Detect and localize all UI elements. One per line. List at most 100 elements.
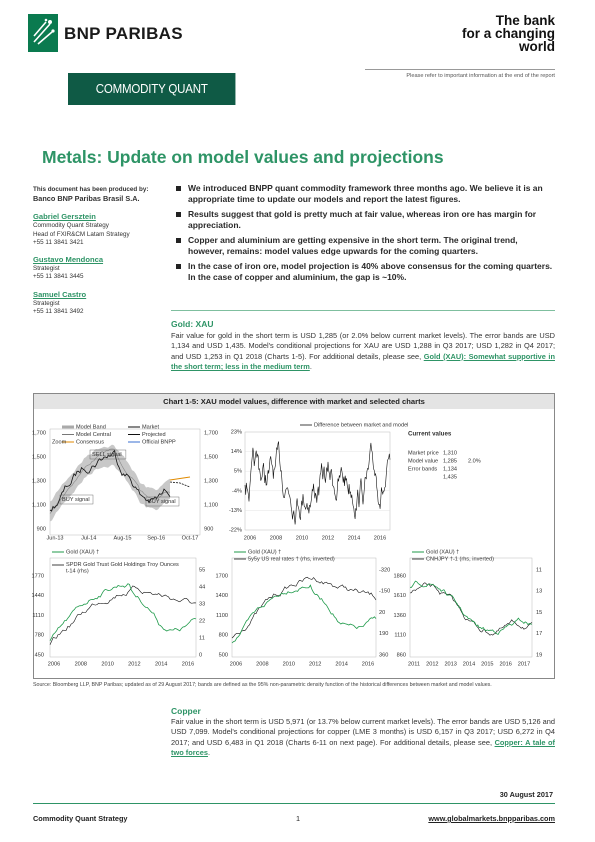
x-tick-label: 2016 bbox=[362, 661, 374, 667]
y-tick-label: -4% bbox=[232, 488, 242, 494]
y-tick-label: 860 bbox=[397, 652, 406, 658]
y-tick-label: 11 bbox=[199, 635, 205, 641]
secondary-line bbox=[409, 582, 533, 636]
legend-label: 5y5y US real rates † (rhs, inverted) bbox=[248, 556, 335, 562]
author-name: Samuel Castro bbox=[33, 289, 87, 299]
y-tick-label: 1860 bbox=[394, 573, 406, 579]
y-tick-label: 900 bbox=[204, 526, 213, 532]
author-line: Commodity Quant Strategy bbox=[33, 222, 109, 230]
brand: BNP PARIBAS bbox=[64, 24, 183, 43]
annotation: BUY signal bbox=[62, 497, 90, 503]
table-cell: Model value bbox=[408, 458, 438, 464]
section-heading: Copper bbox=[171, 706, 201, 716]
gold-line bbox=[231, 584, 377, 644]
x-tick-label: 2016 bbox=[499, 661, 511, 667]
bullet: Copper and aluminium are getting expensi… bbox=[176, 235, 556, 257]
bullets: We introduced BNPP quant commodity frame… bbox=[176, 183, 556, 287]
y-tick-label: 14% bbox=[231, 449, 242, 455]
author-line: +55 11 3841 3421 bbox=[33, 238, 84, 246]
charts: Model Band Market Model Central Projected Co… bbox=[32, 422, 543, 667]
footer-left: Commodity Quant Strategy bbox=[33, 814, 128, 823]
y-tick-label: 780 bbox=[35, 633, 44, 639]
author-name: Gustavo Mendonca bbox=[33, 255, 104, 265]
table-cell: 1,134 bbox=[443, 466, 457, 472]
table-cell: Error bands bbox=[408, 466, 437, 472]
y-tick-label: 1,100 bbox=[204, 502, 218, 508]
legend-label: Official BNPP bbox=[142, 439, 176, 445]
legend-label: Market bbox=[142, 424, 160, 430]
authors: Gabriel Gersztein Commodity Quant Strateg… bbox=[33, 212, 165, 316]
plot-frame bbox=[49, 428, 201, 536]
x-tick-label: 2006 bbox=[230, 661, 242, 667]
annotation-line: BUY signal bbox=[62, 497, 90, 503]
table-cell: 1,435 bbox=[443, 474, 457, 480]
tagline: for a changing bbox=[461, 26, 555, 41]
x-tick-label: 2012 bbox=[322, 535, 334, 541]
y-tick-label: 1,300 bbox=[204, 478, 218, 484]
institution: Banco BNP Paribas Brasil S.A. bbox=[33, 194, 140, 204]
x-tick-label: 2016 bbox=[182, 661, 194, 667]
text: Fair value in the short term is USD 5,97… bbox=[171, 717, 555, 747]
text: . bbox=[309, 362, 312, 372]
x-tick-label: 2008 bbox=[256, 661, 268, 667]
x-tick-label: 2012 bbox=[426, 661, 438, 667]
y-tick-label: 1440 bbox=[32, 593, 44, 599]
author-line: Head of FXIR&CM Latam Strategy bbox=[33, 230, 130, 238]
legend-label: Gold (XAU) † bbox=[66, 549, 99, 555]
y-tick-label: 1610 bbox=[394, 593, 406, 599]
y-tick-label: 44 bbox=[199, 584, 205, 590]
legend-label: Consensus bbox=[76, 439, 104, 445]
y-tick-label: 800 bbox=[219, 633, 228, 639]
table-title: Current values bbox=[408, 431, 452, 438]
market-line bbox=[49, 449, 171, 512]
author-line: Strategist bbox=[33, 299, 60, 307]
chart-box-title: Chart 1-5: XAU model values, difference … bbox=[34, 394, 554, 409]
y-tick-label: -22% bbox=[229, 527, 242, 533]
paragraph: Fair value in the short term is USD 5,97… bbox=[171, 717, 555, 759]
y-tick-label: 500 bbox=[219, 652, 228, 658]
y-tick-label: 1110 bbox=[32, 613, 44, 619]
bullet: In the case of iron ore, model projectio… bbox=[176, 261, 556, 283]
x-tick-label: 2014 bbox=[348, 535, 360, 541]
footer-url[interactable]: www.globalmarkets.bnpparibas.com bbox=[428, 814, 555, 823]
tagline: world bbox=[519, 39, 555, 54]
plot-frame bbox=[49, 557, 197, 658]
annotation: SELL signal bbox=[92, 452, 122, 458]
zoom-label: Zoom bbox=[52, 439, 67, 445]
plot-frame bbox=[231, 557, 377, 658]
bullet: Results suggest that gold is pretty much… bbox=[176, 209, 556, 231]
x-tick-label: 2017 bbox=[518, 661, 530, 667]
y-tick-label: 1,100 bbox=[32, 502, 46, 508]
x-tick-label: Sep-16 bbox=[147, 535, 165, 541]
annotation: BUY signal bbox=[148, 499, 176, 505]
table-cell: 2.0% bbox=[468, 458, 481, 464]
x-tick-label: 2014 bbox=[335, 661, 347, 667]
produced-by: This document has been produced by: bbox=[33, 186, 149, 193]
link[interactable]: Gold (XAU): Somewhat supportive in the s… bbox=[171, 351, 555, 372]
title: Metals: Update on model values and proje… bbox=[42, 147, 444, 167]
model-band bbox=[50, 444, 170, 522]
y-tick-label: 1,700 bbox=[204, 430, 218, 436]
bullet: We introduced BNPP quant commodity frame… bbox=[176, 183, 556, 205]
secondary-line bbox=[49, 585, 197, 645]
author-name: Gabriel Gersztein bbox=[33, 212, 96, 222]
link[interactable]: Copper: A tale of two forces bbox=[171, 737, 555, 758]
rule bbox=[365, 69, 555, 70]
legend-label: Model Band bbox=[76, 424, 106, 430]
y-tick-label: 1,500 bbox=[32, 454, 46, 460]
legend-label: SPDR Gold Trust Gold Holdings Troy Ounce… bbox=[66, 562, 179, 575]
y-tick-label: 1770 bbox=[32, 573, 44, 579]
plot-frame bbox=[409, 557, 533, 658]
projected bbox=[169, 481, 191, 488]
table-cell: 1,310 bbox=[443, 450, 457, 456]
tagline: The bank bbox=[495, 13, 555, 28]
y-tick-label: 33 bbox=[199, 601, 205, 607]
secondary-line bbox=[231, 576, 377, 639]
y-tick-label: 900 bbox=[37, 526, 46, 532]
paragraph: Fair value for gold in the short term is… bbox=[171, 331, 555, 373]
y-tick-label: -150 bbox=[379, 589, 390, 595]
text: Fair value for gold in the short term is… bbox=[171, 331, 555, 361]
y-tick-label: 55 bbox=[199, 567, 205, 573]
annotation-line: SELL signal bbox=[92, 452, 122, 458]
